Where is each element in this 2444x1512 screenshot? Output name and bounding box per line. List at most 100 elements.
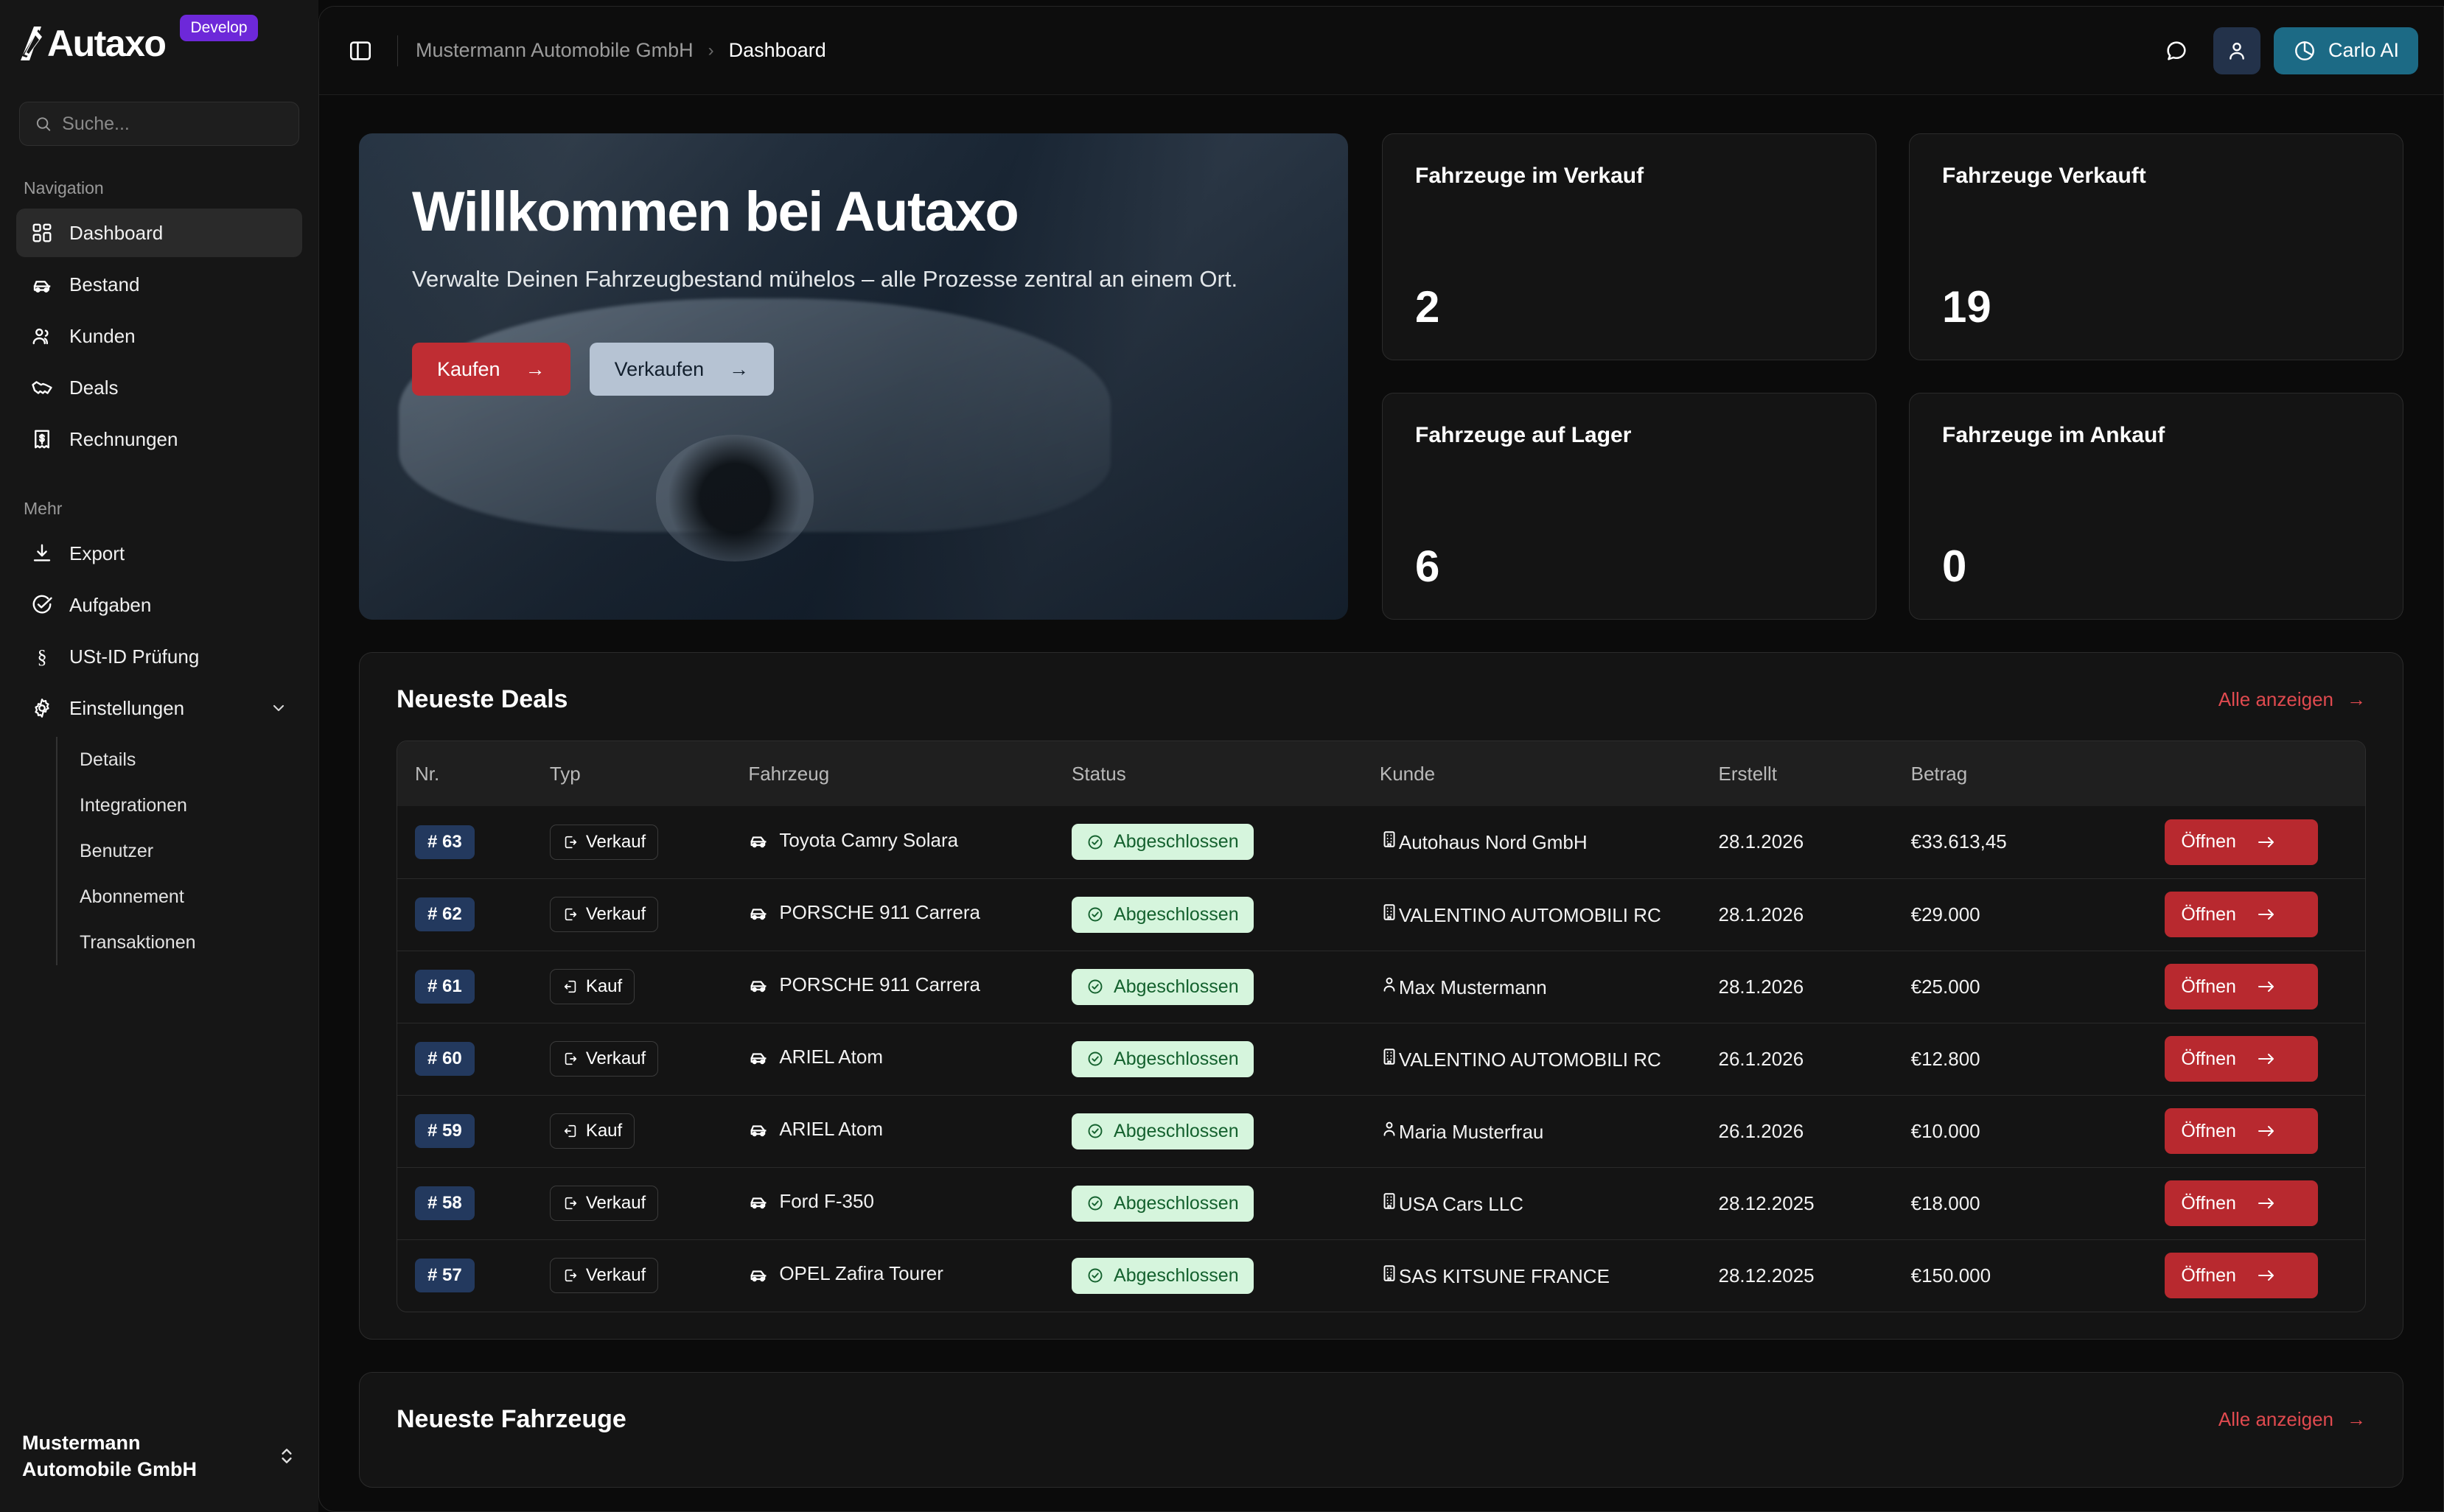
cell-actions: Öffnen: [2165, 1095, 2365, 1167]
car-icon: [750, 1125, 767, 1137]
app-logo[interactable]: Autaxo: [19, 25, 167, 62]
stat-card-fahrzeuge-im-verkauf[interactable]: Fahrzeuge im Verkauf 2: [1382, 133, 1876, 360]
car-icon: [750, 1270, 767, 1281]
vehicle-name: OPEL Zafira Tourer: [779, 1262, 943, 1284]
open-deal-button[interactable]: Öffnen: [2165, 964, 2319, 1009]
table-row[interactable]: # 60 Verkauf ARIEL Atom Abgeschlossen VALENT…: [397, 1023, 2365, 1095]
user-profile-button[interactable]: [2213, 27, 2260, 74]
status-badge: Abgeschlossen: [1072, 1257, 1254, 1294]
col-header-typ: Typ: [549, 762, 581, 785]
person-icon: [1383, 1121, 1395, 1136]
customer-name: Max Mustermann: [1398, 976, 1547, 998]
search-box[interactable]: [19, 102, 299, 146]
cell-kunde: USA Cars LLC: [1380, 1167, 1719, 1239]
cell-kunde: VALENTINO AUTOMOBILI RC: [1380, 878, 1719, 951]
sidebar-item-dashboard[interactable]: Dashboard: [16, 209, 302, 257]
stat-value: 0: [1942, 542, 1967, 591]
car-icon: [750, 836, 767, 848]
org-switcher[interactable]: Mustermann Automobile GmbH: [0, 1410, 318, 1512]
amount: €25.000: [1910, 975, 1980, 998]
stat-label: Fahrzeuge im Verkauf: [1415, 164, 1644, 188]
chat-button[interactable]: [2153, 27, 2200, 74]
cell-erstellt: 28.1.2026: [1718, 951, 1910, 1023]
cell-kunde: SAS KITSUNE FRANCE: [1380, 1239, 1719, 1312]
stat-card-fahrzeuge-im-ankauf[interactable]: Fahrzeuge im Ankauf 0: [1909, 393, 2403, 620]
sidebar-item-details[interactable]: Details: [80, 749, 136, 770]
arrow-right-icon: [2258, 1198, 2274, 1208]
car-icon: [750, 1053, 767, 1065]
stat-card-fahrzeuge-verkauft[interactable]: Fahrzeuge Verkauft 19: [1909, 133, 2403, 360]
cell-status: Abgeschlossen: [1072, 806, 1380, 878]
deal-type-badge: Verkauf: [549, 824, 659, 860]
sidebar-item-label: Kunden: [69, 324, 136, 347]
vehicle-name: ARIEL Atom: [779, 1117, 883, 1140]
sidebar-item-transaktionen[interactable]: Transaktionen: [80, 931, 196, 953]
search-input[interactable]: [62, 113, 284, 135]
stat-cards-grid: Fahrzeuge im Verkauf 2 Fahrzeuge Verkauf…: [1382, 133, 2403, 620]
open-deal-button[interactable]: Öffnen: [2165, 819, 2319, 865]
buy-arrow-icon: [564, 980, 576, 993]
cell-nr: # 61: [397, 951, 550, 1023]
topbar: Mustermann Automobile GmbH › Dashboard: [319, 7, 2443, 95]
svg-text:§: §: [37, 646, 46, 668]
deals-table-head: Nr. Typ Fahrzeug Status Kunde Erstellt B…: [397, 741, 2365, 806]
sidebar-item-integrationen[interactable]: Integrationen: [80, 794, 187, 816]
deal-type-label: Verkauf: [585, 1049, 646, 1068]
sidebar-item-einstellungen[interactable]: Einstellungen: [16, 684, 302, 732]
open-deal-button[interactable]: Öffnen: [2165, 1180, 2319, 1226]
sidebar-toggle-button[interactable]: [341, 32, 380, 70]
cell-betrag: €33.613,45: [1911, 806, 2165, 878]
stat-card-fahrzeuge-auf-lager[interactable]: Fahrzeuge auf Lager 6: [1382, 393, 1876, 620]
breadcrumb: Mustermann Automobile GmbH › Dashboard: [416, 39, 826, 62]
deal-type-label: Verkauf: [585, 1193, 646, 1213]
open-deal-button[interactable]: Öffnen: [2165, 1036, 2319, 1082]
hero-actions: Kaufen → Verkaufen →: [412, 343, 1295, 396]
stat-value: 2: [1415, 282, 1440, 332]
sidebar-item-export[interactable]: Export: [16, 529, 302, 578]
table-row[interactable]: # 58 Verkauf Ford F-350 Abgeschlossen USA Ca…: [397, 1167, 2365, 1239]
cell-typ: Verkauf: [549, 1167, 749, 1239]
table-row[interactable]: # 63 Verkauf Toyota Camry Solara Abgeschlos…: [397, 806, 2365, 878]
sidebar-item-ust-id-pruefung[interactable]: § USt-ID Prüfung: [16, 632, 302, 681]
cell-betrag: €25.000: [1911, 951, 2165, 1023]
table-row[interactable]: # 61 Kauf PORSCHE 911 Carrera Abgeschlossen…: [397, 951, 2365, 1023]
table-row[interactable]: # 59 Kauf ARIEL Atom Abgeschlossen Maria Mus…: [397, 1095, 2365, 1167]
created-date: 26.1.2026: [1718, 1119, 1804, 1142]
sell-arrow-icon: [565, 836, 576, 848]
cell-status: Abgeschlossen: [1072, 951, 1380, 1023]
sidebar-item-rechnungen[interactable]: Rechnungen: [16, 415, 302, 463]
sidebar-item-bestand[interactable]: Bestand: [16, 260, 302, 309]
download-icon: [33, 544, 51, 561]
arrow-right-icon: [2258, 1126, 2274, 1136]
open-deal-button[interactable]: Öffnen: [2165, 892, 2319, 937]
hero-title: Willkommen bei Autaxo: [412, 181, 1019, 243]
sidebar-item-benutzer[interactable]: Benutzer: [80, 840, 154, 861]
cell-actions: Öffnen: [2165, 1023, 2365, 1095]
breadcrumb-org[interactable]: Mustermann Automobile GmbH: [416, 39, 694, 61]
table-row[interactable]: # 57 Verkauf OPEL Zafira Tourer Abgeschloss…: [397, 1239, 2365, 1312]
vehicles-title: Neueste Fahrzeuge: [397, 1405, 626, 1433]
sidebar-item-deals[interactable]: Deals: [16, 363, 302, 412]
cell-typ: Verkauf: [549, 1023, 749, 1095]
carlo-ai-label: Carlo AI: [2328, 39, 2399, 61]
stat-value: 6: [1415, 542, 1440, 591]
check-circle-icon: [32, 595, 52, 614]
sidebar-item-kunden[interactable]: Kunden: [16, 312, 302, 360]
sidebar-item-abonnement[interactable]: Abonnement: [80, 886, 184, 907]
deals-card-header: Neueste Deals Alle anzeigen →: [360, 653, 2403, 741]
open-deal-button[interactable]: Öffnen: [2165, 1253, 2319, 1299]
cell-erstellt: 28.12.2025: [1718, 1239, 1910, 1312]
vehicles-see-all-link[interactable]: Alle anzeigen →: [2218, 1408, 2366, 1431]
carlo-ai-button[interactable]: Carlo AI: [2273, 27, 2418, 74]
check-circle-icon: [1088, 979, 1103, 994]
open-deal-button[interactable]: Öffnen: [2165, 1108, 2319, 1154]
deal-type-badge: Verkauf: [549, 897, 659, 932]
breadcrumb-separator: ›: [708, 40, 714, 60]
kaufen-button[interactable]: Kaufen →: [412, 343, 570, 396]
status-badge: Abgeschlossen: [1072, 1040, 1254, 1077]
verkaufen-button[interactable]: Verkaufen →: [589, 343, 775, 396]
table-row[interactable]: # 62 Verkauf PORSCHE 911 Carrera Abgeschlos…: [397, 878, 2365, 951]
sidebar-item-aufgaben[interactable]: Aufgaben: [16, 581, 302, 629]
deals-see-all-link[interactable]: Alle anzeigen →: [2218, 688, 2366, 711]
breadcrumb-current: Dashboard: [728, 39, 826, 61]
